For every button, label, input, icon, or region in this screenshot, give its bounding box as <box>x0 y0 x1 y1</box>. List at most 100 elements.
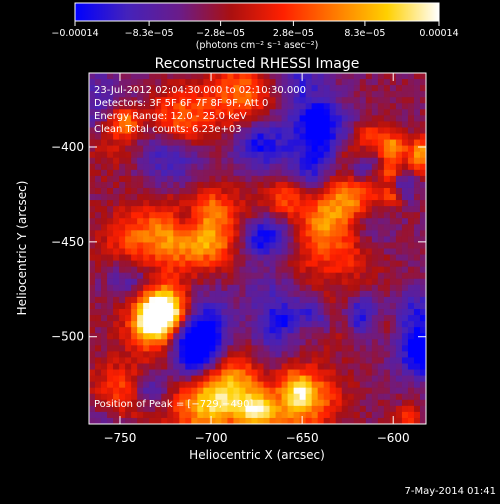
heat-cell <box>257 248 265 256</box>
heat-cell <box>155 79 162 86</box>
heat-cell <box>395 278 403 286</box>
heat-cell <box>335 417 343 424</box>
heat-cell <box>407 260 415 268</box>
heat-cell <box>371 284 379 292</box>
heat-cell <box>191 369 198 377</box>
heat-cell <box>317 345 325 352</box>
heat-cell <box>347 333 355 340</box>
heat-cell <box>203 175 210 183</box>
heat-cell <box>161 375 168 383</box>
heat-cell <box>113 224 120 231</box>
heat-cell <box>293 200 301 207</box>
heat-cell <box>407 127 415 135</box>
heat-cell <box>209 345 216 352</box>
heat-cell <box>323 194 331 201</box>
heat-cell <box>221 321 229 328</box>
heat-cell <box>143 97 150 104</box>
heat-cell <box>185 309 192 316</box>
heat-cell <box>281 381 289 389</box>
heat-cell <box>203 236 210 244</box>
heat-cell <box>131 230 138 237</box>
heat-cell <box>197 417 204 424</box>
heat-cell <box>395 321 403 328</box>
heat-cell <box>143 309 150 316</box>
heat-cell <box>347 393 355 401</box>
heat-cell <box>155 230 162 237</box>
heat-cell <box>263 73 271 80</box>
heat-cell <box>329 139 337 147</box>
heat-cell <box>383 272 391 280</box>
heat-cell <box>119 79 126 86</box>
heat-cell <box>149 187 156 195</box>
heat-cell <box>299 351 307 359</box>
heat-cell <box>323 260 331 268</box>
heat-cell <box>353 302 361 310</box>
heat-cell <box>413 103 421 110</box>
heat-cell <box>407 85 415 92</box>
heat-cell <box>149 115 156 123</box>
heat-cell <box>311 309 319 316</box>
heat-cell <box>89 212 96 219</box>
heat-cell <box>293 315 301 322</box>
heat-cell <box>191 333 198 340</box>
heat-cell <box>269 85 277 92</box>
heat-cell <box>101 127 108 135</box>
heat-cell <box>335 115 343 123</box>
heat-cell <box>269 115 277 123</box>
heat-cell <box>179 187 186 195</box>
heat-cell <box>359 393 367 401</box>
heat-cell <box>209 363 216 371</box>
heat-cell <box>383 321 391 328</box>
heat-cell <box>413 109 421 116</box>
heat-cell <box>221 169 229 177</box>
heat-cell <box>221 327 229 334</box>
heat-cell <box>107 151 114 159</box>
heat-cell <box>215 309 222 316</box>
heat-cell <box>119 339 126 346</box>
heat-cell <box>191 411 198 419</box>
heat-cell <box>251 157 259 165</box>
heat-cell <box>335 85 343 92</box>
heat-cell <box>371 296 379 304</box>
heat-cell <box>245 169 253 177</box>
heat-cell <box>89 321 96 328</box>
heat-cell <box>287 315 295 322</box>
heat-cell <box>335 206 343 213</box>
heat-cell <box>173 302 180 310</box>
heat-cell <box>227 73 235 80</box>
heat-cell <box>263 321 271 328</box>
heat-cell <box>293 115 301 123</box>
heat-cell <box>191 236 198 244</box>
heat-cell <box>131 151 138 159</box>
heat-cell <box>137 157 144 165</box>
heat-cell <box>137 200 144 207</box>
heat-cell <box>341 393 349 401</box>
heat-cell <box>131 218 138 225</box>
heat-cell <box>281 200 289 207</box>
heat-cell <box>395 345 403 352</box>
heat-cell <box>323 296 331 304</box>
heat-cell <box>353 151 361 159</box>
heat-cell <box>407 73 415 80</box>
heat-cell <box>275 91 283 98</box>
heat-cell <box>395 296 403 304</box>
heat-cell <box>101 133 108 141</box>
heat-cell <box>371 115 379 123</box>
heat-cell <box>329 97 337 104</box>
heat-cell <box>191 169 198 177</box>
heat-cell <box>95 236 102 244</box>
heat-cell <box>311 224 319 231</box>
heat-cell <box>197 224 204 231</box>
heat-cell <box>407 121 415 129</box>
heat-cell <box>377 351 385 359</box>
heat-cell <box>101 200 108 207</box>
heat-cell <box>131 375 138 383</box>
heat-cell <box>317 187 325 195</box>
heat-cell <box>353 309 361 316</box>
heat-cell <box>197 284 204 292</box>
heat-cell <box>293 405 301 413</box>
heat-cell <box>245 351 253 359</box>
heat-cell <box>317 200 325 207</box>
heat-cell <box>365 351 373 359</box>
heat-cell <box>389 357 397 365</box>
